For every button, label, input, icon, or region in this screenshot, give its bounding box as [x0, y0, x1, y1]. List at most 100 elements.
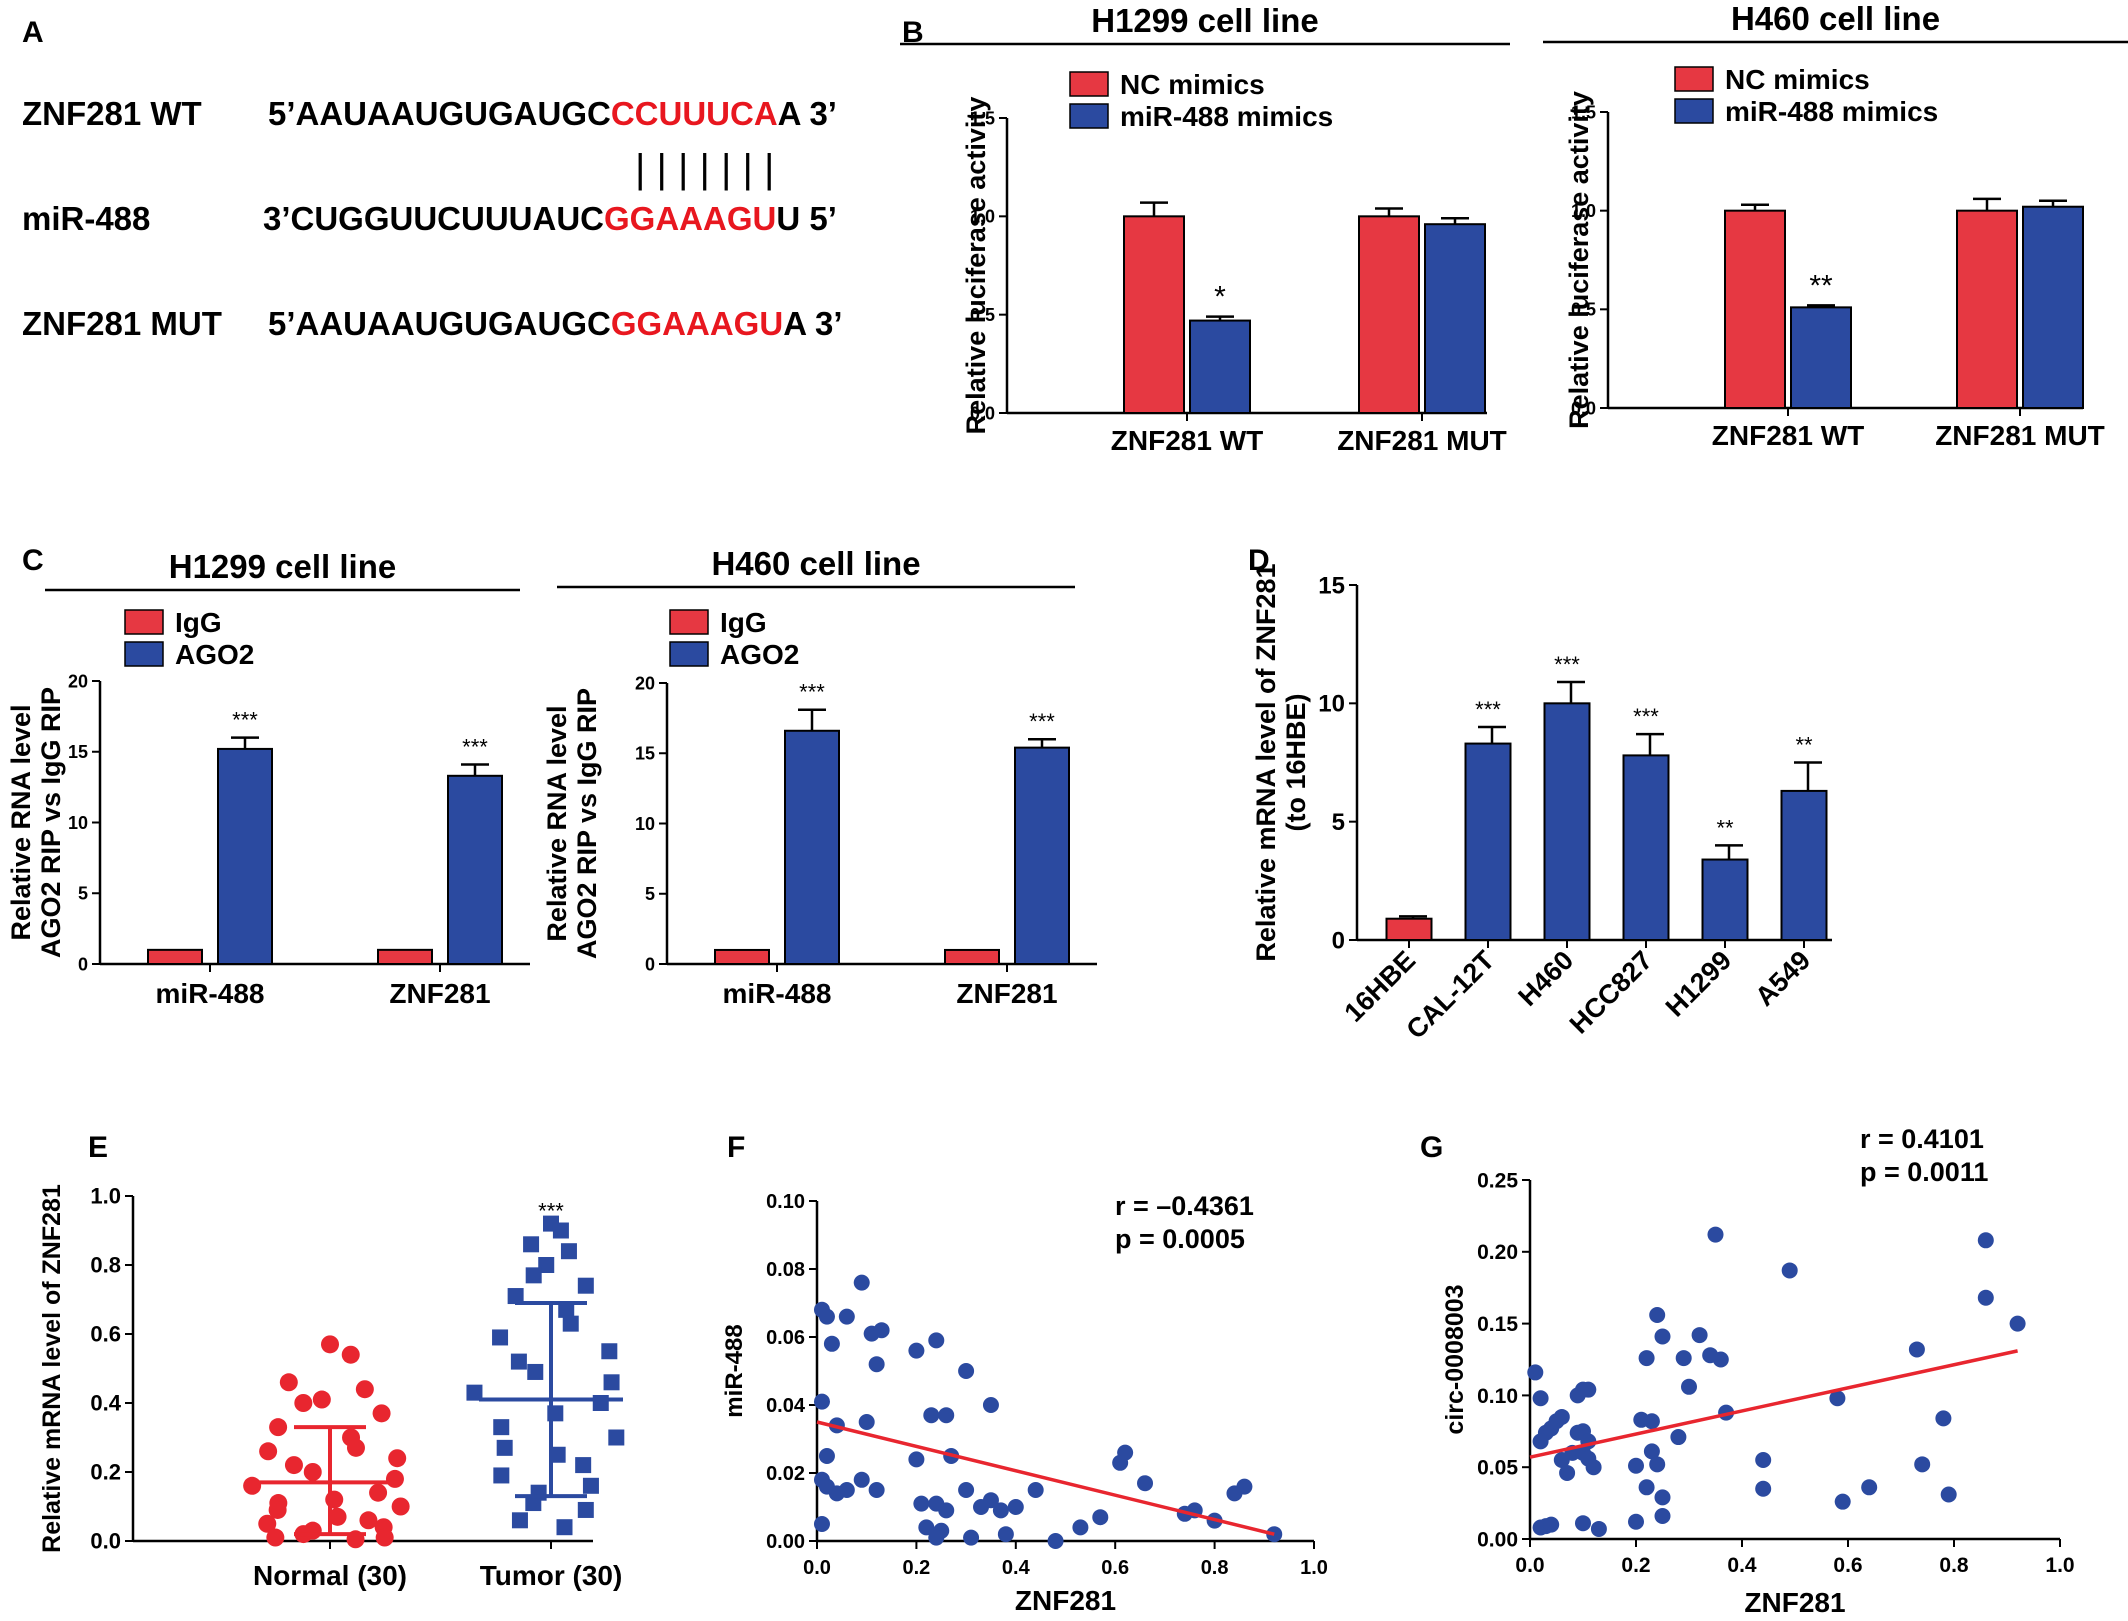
y-axis-label: miR-488: [721, 1324, 748, 1417]
data-point: [1628, 1513, 1644, 1530]
panel-letter-e: E: [88, 1131, 108, 1164]
seq-wt-site: CCUUUCA: [611, 95, 778, 132]
y-tick-label: 10: [68, 813, 88, 833]
data-point: [823, 1335, 840, 1352]
data-point: [577, 1277, 594, 1294]
data-point: [523, 1236, 540, 1253]
data-point: [1007, 1499, 1024, 1515]
data-point: [549, 1446, 566, 1463]
y-tick-label: 0.02: [766, 1463, 805, 1485]
legend-swatch-nc-mimics: [1069, 71, 1109, 97]
significance-mark: ***: [1475, 697, 1501, 722]
y-tick-label: 5: [645, 884, 655, 904]
data-point: [1977, 1289, 1994, 1306]
data-point: [982, 1492, 999, 1509]
data-point: [938, 1502, 955, 1519]
chart-title: H1299 cell line: [169, 548, 396, 585]
bar-mir-488-mimics-znf281-mut: [2022, 205, 2084, 409]
data-point: [266, 1528, 285, 1547]
data-point: [913, 1495, 930, 1512]
bar-nc-mimics-znf281-mut: [1358, 215, 1420, 414]
bar-ago2-znf281: [447, 774, 503, 965]
data-point: [355, 1380, 374, 1399]
data-point: [582, 1477, 599, 1494]
data-point: [608, 1429, 625, 1446]
bar-h460: [1543, 702, 1591, 941]
y-axis-label: Relative mRNA level of ZNF281: [1251, 563, 1281, 961]
data-point: [873, 1322, 890, 1339]
significance-mark: ***: [462, 734, 488, 759]
regression-line: [816, 1420, 1275, 1536]
bar-igg-mir-488: [714, 948, 770, 966]
data-point: [1712, 1351, 1729, 1368]
significance-mark: ***: [232, 708, 258, 733]
significance-mark: **: [1809, 269, 1833, 302]
bar-16hbe: [1385, 917, 1433, 942]
y-tick-label: 0.2: [90, 1460, 121, 1485]
x-tick-label: H460: [1512, 945, 1579, 1012]
data-point: [525, 1267, 542, 1284]
y-tick-label: 0.5: [1571, 300, 1596, 320]
y-tick-label: 0: [1332, 927, 1345, 954]
x-tick-label: Normal (30): [253, 1560, 407, 1591]
data-point: [1047, 1533, 1064, 1549]
seq-mut: 5’AAUAAUGUGAUGCGGAAAGUA 3’: [268, 305, 842, 342]
legend-swatch-ago2: [669, 641, 709, 667]
panel-a: A ZNF281 WT 5’AAUAAUGUGAUGCCCUUUCAA 3’ |…: [22, 16, 842, 342]
chart-g-circ-scatter: 0.00 0.05 0.10 0.15 0.20 0.25 circ-0008003 0.0 0…: [1441, 1124, 2075, 1618]
stat-label: r = 0.4101: [1860, 1124, 1984, 1154]
data-point: [1691, 1327, 1708, 1344]
x-tick-label: ZNF281 MUT: [1935, 420, 2105, 451]
data-point: [982, 1397, 999, 1413]
data-point: [818, 1448, 835, 1464]
x-tick-label: Tumor (30): [480, 1560, 623, 1591]
seq-mut-site: GGAAAGU: [611, 305, 783, 342]
data-point: [525, 1495, 542, 1512]
y-tick-label: 0.0: [1571, 398, 1596, 418]
data-point: [1092, 1509, 1109, 1526]
data-point: [1935, 1410, 1952, 1427]
y-tick-label: 0.4: [90, 1391, 121, 1416]
data-point: [958, 1363, 975, 1379]
data-point: [923, 1407, 940, 1424]
x-tick-label: 1.0: [1300, 1557, 1328, 1579]
data-point: [1543, 1516, 1560, 1533]
data-point: [466, 1384, 483, 1401]
data-point: [1755, 1452, 1772, 1469]
x-tick-label: 0.4: [1727, 1554, 1757, 1577]
seq-mir-suffix: U 5’: [776, 200, 837, 237]
y-tick-label: 1.5: [1571, 102, 1596, 122]
data-point: [838, 1308, 855, 1325]
chart-c-h460: 0 5 10 15 20 Relative RNA level AGO2 RIP vs Ig…: [542, 545, 1097, 1009]
data-point: [1585, 1459, 1602, 1476]
data-point: [279, 1373, 298, 1392]
data-point: [294, 1394, 313, 1412]
y-tick-label: 10: [635, 814, 655, 834]
seq-label-mir: miR-488: [22, 200, 150, 237]
x-tick-label: 1.0: [2045, 1554, 2074, 1577]
legend-swatch-mir-488-mimics: [1069, 103, 1109, 129]
x-tick-label: 0.8: [1939, 1554, 1969, 1577]
data-point: [1834, 1493, 1851, 1510]
bar-mir-488-mimics-znf281-mut: [1424, 223, 1486, 414]
data-point: [492, 1329, 509, 1346]
significance-mark: ***: [1633, 704, 1659, 729]
data-point: [938, 1407, 955, 1424]
data-point: [1137, 1475, 1154, 1492]
data-point: [1977, 1232, 1994, 1249]
data-point: [1649, 1456, 1666, 1473]
x-tick-label: 0.4: [1002, 1557, 1031, 1579]
data-point: [372, 1404, 391, 1423]
data-point: [493, 1419, 510, 1436]
chart-f-mir488-scatter: 0.00 0.02 0.04 0.06 0.08 0.10 miR-488 0.0 0.2 0.4…: [721, 1191, 1328, 1616]
data-point: [818, 1308, 835, 1325]
y-tick-label: 0.5: [970, 305, 995, 325]
data-point: [1908, 1341, 1925, 1358]
data-point: [928, 1332, 945, 1349]
chart-e-normal-tumor: 0.0 0.2 0.4 0.6 0.8 1.0 Relative mRNA level of…: [38, 1184, 625, 1591]
data-point: [369, 1483, 388, 1502]
data-point: [1643, 1413, 1660, 1430]
y-tick-label: 1.0: [970, 207, 995, 227]
y-axis-label: Relative RNA level: [6, 704, 36, 940]
regression-line: [1529, 1349, 2018, 1459]
